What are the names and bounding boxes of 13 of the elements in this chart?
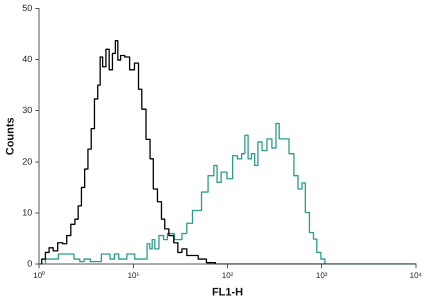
x-axis-title: FL1-H	[212, 286, 244, 298]
y-tick-label: 0	[27, 258, 32, 269]
y-tick-label: 10	[22, 208, 32, 218]
x-tick-label: 10²	[222, 271, 234, 280]
y-tick-label: 50	[22, 2, 32, 13]
x-tick-label: 10⁰	[33, 271, 46, 280]
x-tick-label: 10¹	[128, 271, 140, 280]
y-tick-label: 40	[22, 54, 32, 64]
y-axis-title: Counts	[4, 117, 17, 156]
y-tick-label: 20	[22, 156, 32, 166]
x-tick-label: 10³	[316, 271, 328, 280]
x-tick-label: 10⁴	[410, 271, 423, 280]
y-tick-label: 30	[22, 105, 32, 116]
